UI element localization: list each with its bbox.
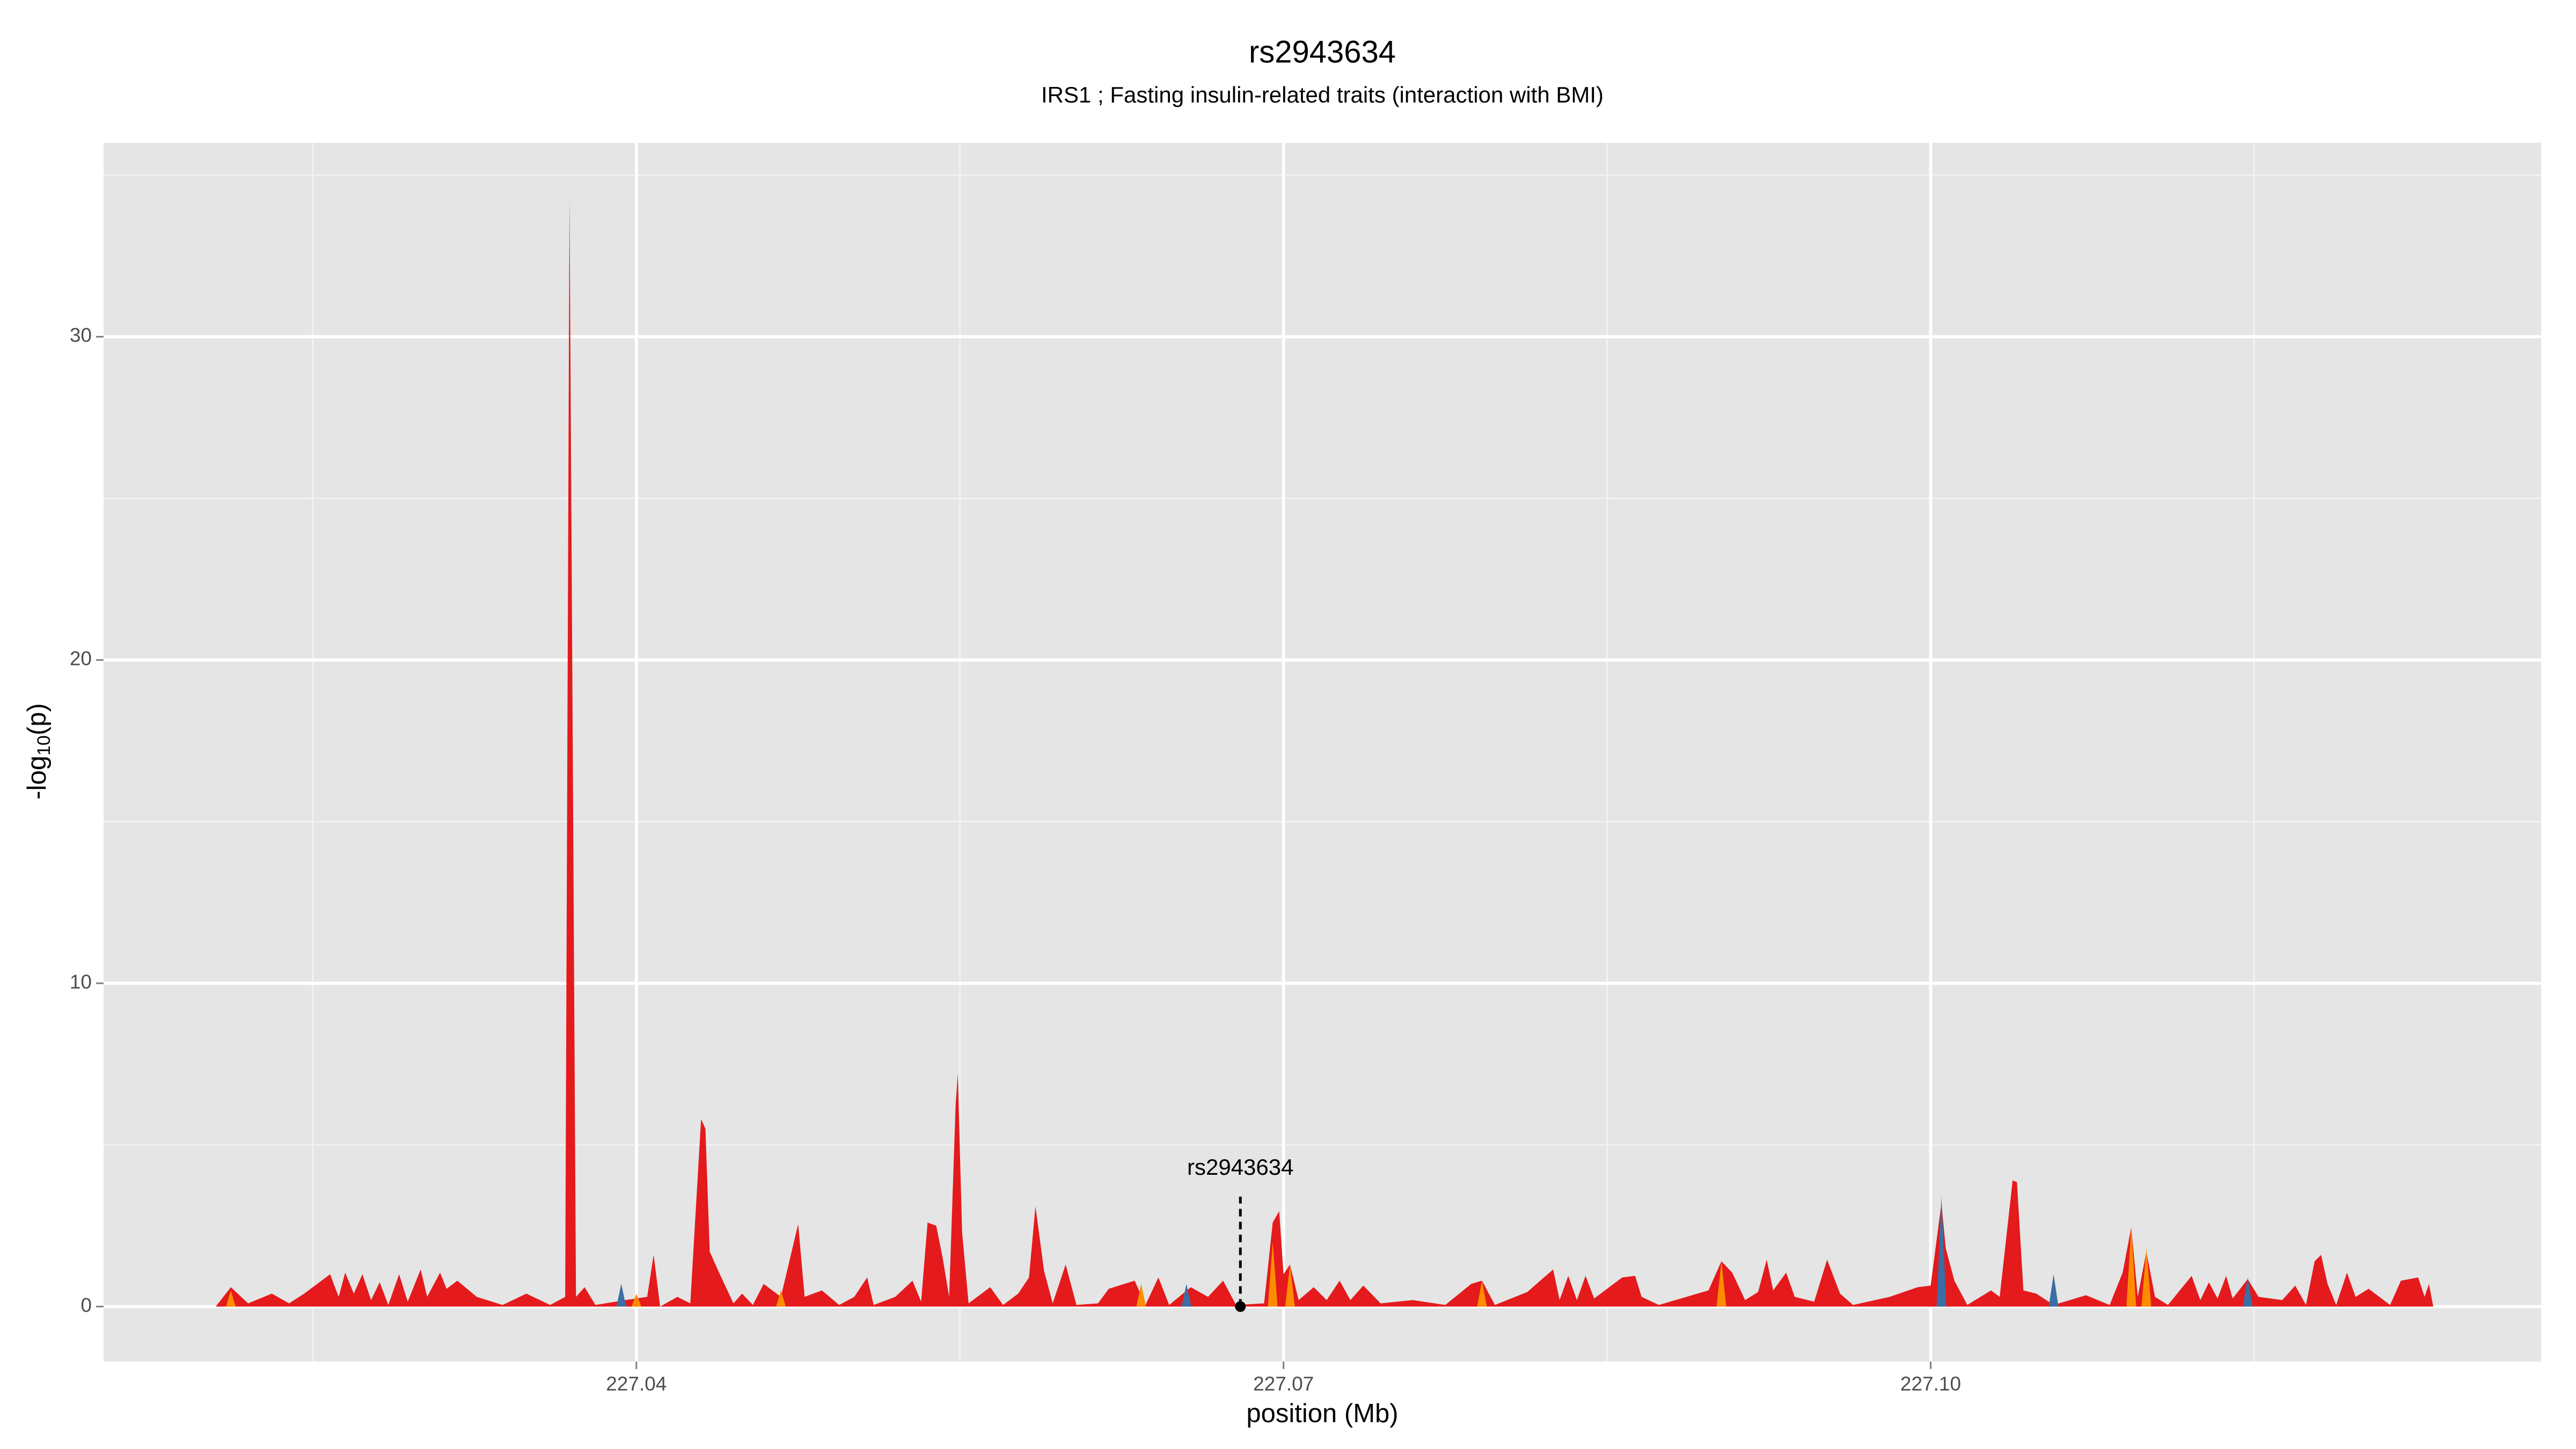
peak — [226, 1290, 236, 1307]
peak — [1181, 1284, 1191, 1307]
y-tick-label: 10 — [70, 971, 92, 993]
y-tick-label: 30 — [70, 324, 92, 346]
annotation-point — [1235, 1301, 1246, 1312]
y-tick-label: 0 — [80, 1294, 92, 1316]
peak — [2126, 1225, 2136, 1307]
chart-subtitle: IRS1 ; Fasting insulin-related traits (i… — [1041, 82, 1604, 107]
x-tick-label: 227.04 — [606, 1373, 667, 1395]
peak — [2243, 1277, 2253, 1307]
y-axis-label-part: (p) — [23, 703, 52, 735]
annotation-label: rs2943634 — [1187, 1154, 1294, 1180]
x-tick-label: 227.10 — [1900, 1373, 1961, 1395]
y-tick-label: 20 — [70, 648, 92, 670]
peak — [776, 1290, 786, 1307]
plot-panel — [104, 143, 2541, 1362]
peak — [1936, 1196, 1946, 1307]
peak — [2048, 1274, 2059, 1307]
peak — [2141, 1248, 2151, 1307]
peak — [1716, 1261, 1726, 1307]
y-axis-label: -log10(p) — [23, 703, 54, 799]
peak — [1136, 1284, 1146, 1307]
peak — [1477, 1280, 1487, 1307]
y-axis-label-part: -log — [23, 756, 52, 800]
peak — [1268, 1242, 1278, 1307]
peak — [616, 1284, 626, 1307]
peak — [631, 1293, 641, 1307]
marks — [216, 197, 2434, 1307]
y-axis-label-subscript: 10 — [34, 735, 54, 756]
x-axis-label: position (Mb) — [1246, 1399, 1398, 1428]
peak — [1285, 1264, 1295, 1307]
chart-title: rs2943634 — [1249, 34, 1396, 69]
x-tick-label: 227.07 — [1253, 1373, 1314, 1395]
